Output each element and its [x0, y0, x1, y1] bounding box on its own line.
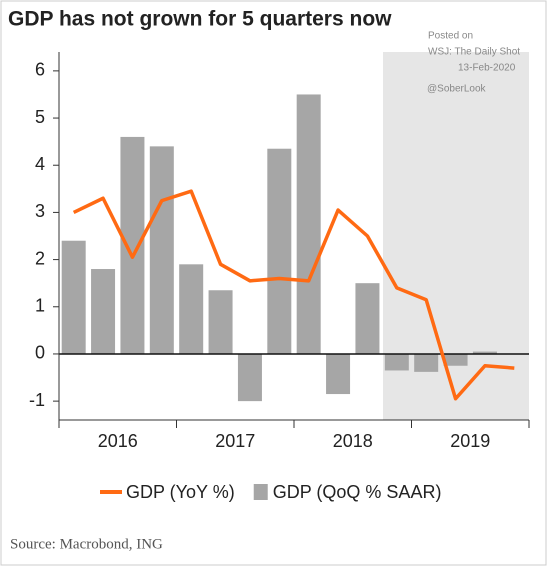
x-tick-label: 2018 [333, 431, 373, 451]
bar [267, 148, 292, 354]
bar [355, 283, 380, 354]
watermark: WSJ: The Daily Shot [428, 47, 520, 58]
legend-label: GDP (QoQ % SAAR) [273, 482, 442, 502]
bar [61, 240, 86, 354]
y-tick-label: 6 [35, 60, 45, 80]
bar [443, 353, 468, 366]
y-tick-label: -1 [29, 390, 45, 410]
y-tick-label: 2 [35, 248, 45, 268]
y-tick-label: 5 [35, 107, 45, 127]
bar [384, 353, 409, 371]
bar [120, 136, 145, 354]
bar [237, 353, 262, 402]
watermark: @SoberLook [427, 84, 487, 95]
y-tick-label: 4 [35, 154, 45, 174]
y-tick-label: 3 [35, 201, 45, 221]
bar [296, 94, 321, 354]
bar [208, 290, 233, 354]
y-tick-label: 1 [35, 296, 45, 316]
bar [149, 146, 174, 354]
chart-title: GDP has not grown for 5 quarters now [8, 8, 392, 31]
source: Source: Macrobond, ING [10, 536, 163, 552]
x-tick-label: 2017 [215, 431, 255, 451]
legend-swatch [253, 484, 268, 500]
bar [472, 351, 497, 354]
legend-label: GDP (YoY %) [126, 482, 235, 502]
watermark: Posted on [428, 31, 473, 42]
bar [414, 353, 439, 372]
bar [326, 353, 351, 395]
y-tick-label: 0 [35, 343, 45, 363]
x-tick-label: 2016 [98, 431, 138, 451]
line [72, 189, 515, 401]
watermark: 13-Feb-2020 [458, 63, 516, 74]
bar [179, 264, 204, 354]
bar [91, 269, 116, 354]
x-tick-label: 2019 [450, 431, 490, 451]
